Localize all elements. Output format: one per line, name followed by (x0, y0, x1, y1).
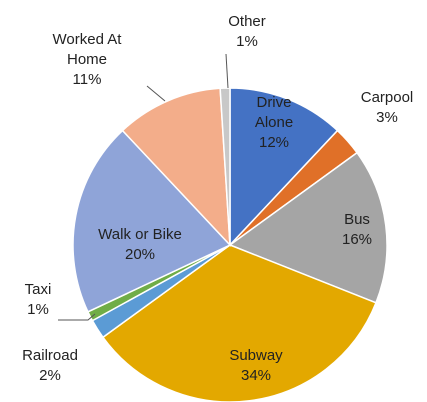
pie-slice (121, 87, 231, 248)
pie-slice (229, 87, 339, 247)
slice-label: Bus 16% (327, 210, 387, 250)
category-label: Taxi (24, 281, 52, 298)
value-label: 3% (376, 109, 398, 126)
value-label: 1% (27, 301, 49, 318)
value-label: 34% (240, 367, 272, 384)
slice-label: Railroad 2% (10, 346, 90, 386)
slice-label: Taxi 1% (18, 280, 58, 320)
leader-line (146, 85, 166, 102)
pie-slice (219, 87, 231, 246)
category-label: Worked At Home (52, 31, 122, 68)
category-label: Drive Alone (254, 94, 294, 131)
value-label: 2% (39, 367, 61, 384)
category-label: Other (228, 13, 266, 30)
slice-label: Walk or Bike 20% (80, 225, 200, 265)
slice-label: Worked At Home 11% (37, 30, 137, 90)
category-label: Walk or Bike (98, 226, 182, 243)
value-label: 12% (258, 134, 290, 151)
pie-slice (72, 129, 232, 313)
category-label: Railroad (22, 347, 78, 364)
value-label: 16% (341, 231, 373, 248)
category-label: Subway (229, 347, 283, 364)
slice-label: Other 1% (217, 12, 277, 52)
value-label: 20% (124, 246, 156, 263)
category-label: Bus (344, 211, 370, 228)
leader-line (58, 313, 96, 321)
slice-label: Drive Alone 12% (244, 93, 304, 153)
slice-label: Carpool 3% (347, 88, 427, 128)
pie-slice (228, 151, 388, 304)
value-label: 1% (236, 33, 258, 50)
pie-slice (101, 244, 377, 402)
value-label: 11% (72, 71, 102, 88)
leader-line (225, 53, 229, 89)
slice-label: Subway 34% (216, 346, 296, 386)
category-label: Carpool (360, 89, 414, 106)
